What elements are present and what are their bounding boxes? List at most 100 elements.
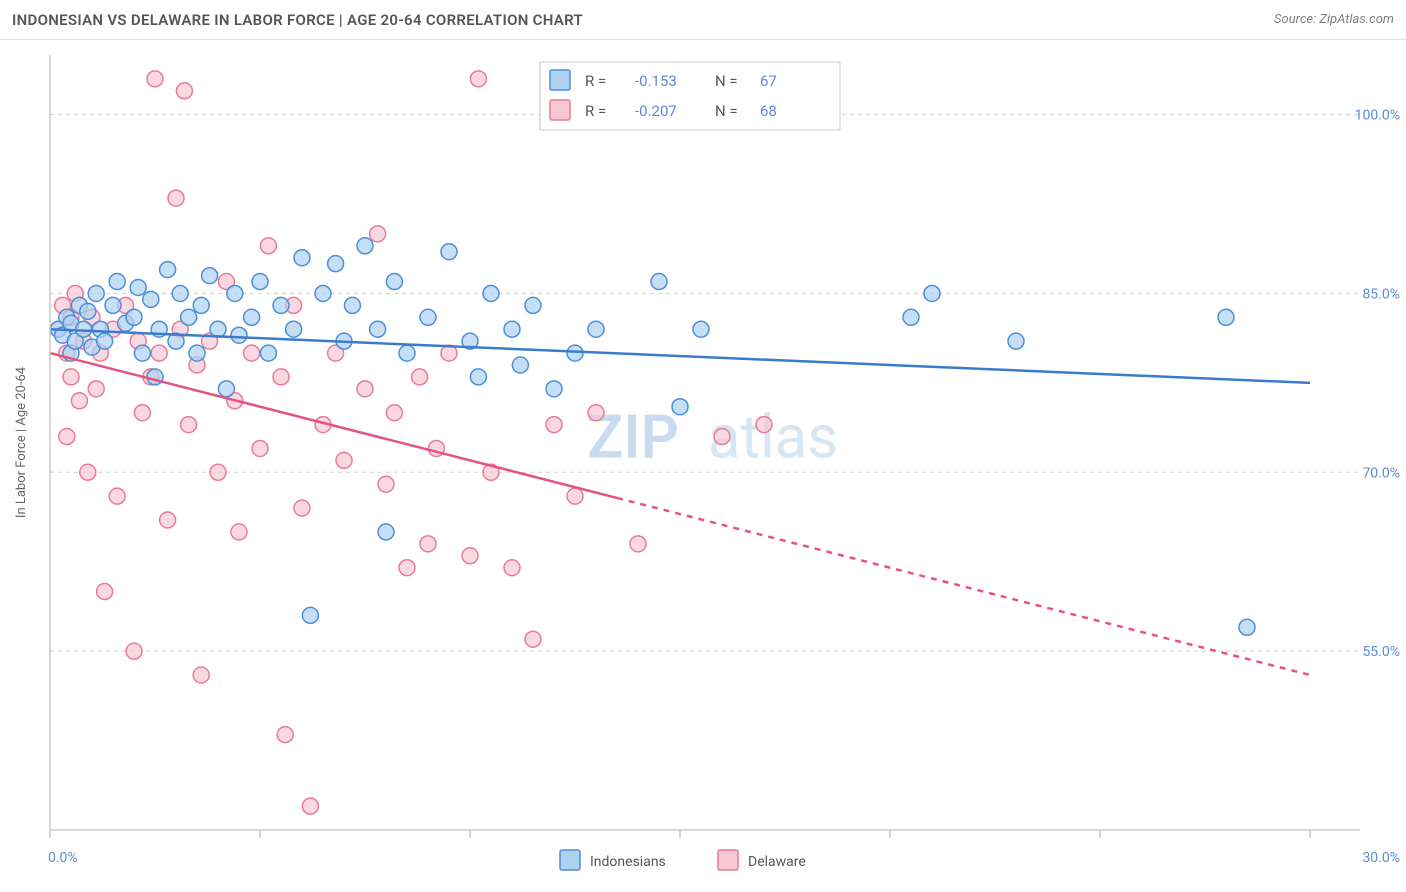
scatter-point (63, 369, 79, 385)
legend-swatch (550, 100, 570, 120)
indonesians-trend (50, 329, 1310, 383)
x-tick-label: 0.0% (48, 850, 78, 866)
scatter-point (294, 250, 310, 266)
y-tick-label: 100.0% (1355, 108, 1400, 124)
scatter-point (546, 417, 562, 433)
scatter-point (344, 297, 360, 313)
scatter-point (210, 321, 226, 337)
scatter-point (252, 440, 268, 456)
scatter-point (504, 560, 520, 576)
legend-n-label: N = (715, 72, 738, 90)
scatter-point (399, 345, 415, 361)
scatter-point (210, 464, 226, 480)
delaware-trend-ext (617, 498, 1310, 675)
y-axis-label: In Labor Force | Age 20-64 (14, 366, 29, 518)
scatter-point (525, 631, 541, 647)
scatter-point (202, 268, 218, 284)
scatter-point (252, 274, 268, 290)
scatter-point (420, 309, 436, 325)
scatter-point (630, 536, 646, 552)
scatter-point (386, 274, 402, 290)
scatter-point (357, 238, 373, 254)
scatter-point (412, 369, 428, 385)
scatter-point (193, 667, 209, 683)
scatter-point (294, 500, 310, 516)
scatter-point (244, 309, 260, 325)
scatter-point (441, 244, 457, 260)
scatter-point (176, 83, 192, 99)
legend-series: IndonesiansDelaware (560, 850, 806, 870)
y-tick-label: 85.0% (1362, 286, 1400, 302)
scatter-point (147, 71, 163, 87)
scatter-point (525, 297, 541, 313)
scatter-point (693, 321, 709, 337)
scatter-point (80, 464, 96, 480)
scatter-point (370, 321, 386, 337)
scatter-point (134, 345, 150, 361)
scatter-point (399, 560, 415, 576)
scatter-point (588, 405, 604, 421)
scatter-point (756, 417, 772, 433)
scatter-point (189, 345, 205, 361)
scatter-point (126, 643, 142, 659)
scatter-point (1008, 333, 1024, 349)
scatter-point (105, 297, 121, 313)
scatter-point (97, 333, 113, 349)
scatter-point (151, 345, 167, 361)
watermark: ZIPatlas (587, 402, 838, 473)
scatter-point (672, 399, 688, 415)
scatter-point (286, 321, 302, 337)
scatter-point (483, 285, 499, 301)
scatter-point (231, 327, 247, 343)
legend-label: Indonesians (590, 854, 666, 870)
legend-r-label: R = (585, 102, 606, 120)
scatter-point (714, 429, 730, 445)
scatter-point (903, 309, 919, 325)
scatter-point (260, 238, 276, 254)
legend-n-value: 68 (760, 102, 777, 120)
scatter-point (134, 405, 150, 421)
scatter-point (181, 417, 197, 433)
scatter-point (277, 727, 293, 743)
scatter-point (420, 536, 436, 552)
scatter-point (168, 190, 184, 206)
scatter-point (97, 584, 113, 600)
scatter-point (71, 393, 87, 409)
scatter-point (370, 226, 386, 242)
scatter-point (80, 303, 96, 319)
scatter-point (588, 321, 604, 337)
scatter-point (512, 357, 528, 373)
scatter-point (172, 285, 188, 301)
scatter-point (378, 524, 394, 540)
scatter-point (218, 381, 234, 397)
scatter-point (160, 262, 176, 278)
scatter-point (130, 280, 146, 296)
scatter-point (302, 798, 318, 814)
scatter-point (302, 607, 318, 623)
scatter-point (59, 429, 75, 445)
legend-swatch (718, 850, 738, 870)
scatter-point (470, 369, 486, 385)
scatter-point (244, 345, 260, 361)
scatter-point (328, 256, 344, 272)
scatter-point (546, 381, 562, 397)
scatter-point (924, 285, 940, 301)
scatter-point (109, 274, 125, 290)
scatter-point (273, 297, 289, 313)
scatter-point (109, 488, 125, 504)
legend-n-label: N = (715, 102, 738, 120)
scatter-point (470, 71, 486, 87)
scatter-point (504, 321, 520, 337)
legend-swatch (550, 70, 570, 90)
scatter-point (231, 524, 247, 540)
scatter-point (336, 452, 352, 468)
chart-svg: ZIPatlas55.0%70.0%85.0%100.0%0.0%30.0%In… (0, 0, 1406, 892)
y-tick-label: 55.0% (1362, 644, 1400, 660)
legend-stats: R =-0.153N =67R =-0.207N =68 (540, 62, 840, 130)
scatter-point (651, 274, 667, 290)
scatter-point (273, 369, 289, 385)
scatter-point (160, 512, 176, 528)
scatter-point (567, 345, 583, 361)
scatter-point (88, 285, 104, 301)
chart-container: INDONESIAN VS DELAWARE IN LABOR FORCE | … (0, 0, 1406, 892)
